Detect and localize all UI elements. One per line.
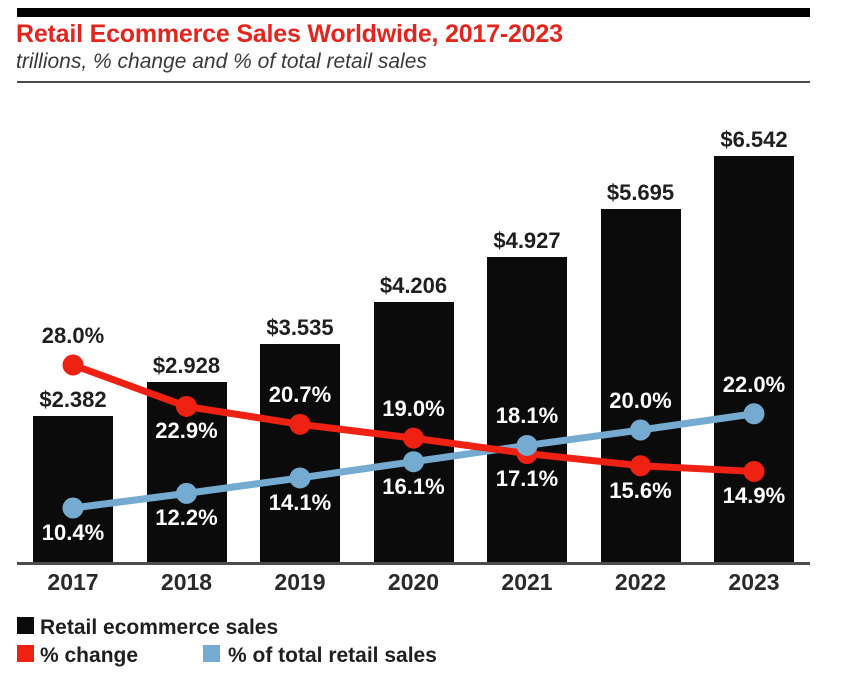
top-rule <box>17 8 810 17</box>
pct-change-label-2017: 28.0% <box>41 323 105 348</box>
pct-change-label-2019: 20.7% <box>268 382 332 408</box>
legend-label-bar: Retail ecommerce sales <box>40 616 279 639</box>
legend-label-pct-change: % change <box>40 644 139 667</box>
legend-swatch-bar <box>17 617 34 634</box>
pct-of-total-label-2017: 10.4% <box>41 520 105 545</box>
bar-value-label-2023: $6.542 <box>720 127 788 153</box>
header-rule <box>17 81 810 83</box>
x-axis-label-2017: 2017 <box>47 569 99 595</box>
bar-value-label-2018: $2.928 <box>152 352 221 378</box>
pct-change-label-2023: 14.9% <box>722 483 786 509</box>
chart-title: Retail Ecommerce Sales Worldwide, 2017-2… <box>16 20 563 48</box>
pct-change-label-2020: 19.0% <box>382 396 445 422</box>
bar-2018 <box>146 381 227 564</box>
bar-value-label-2017: $2.382 <box>39 386 107 412</box>
bar-2019 <box>260 343 340 564</box>
pct-of-total-label-2023: 22.0% <box>722 371 786 397</box>
x-axis-label-2023: 2023 <box>728 569 780 595</box>
bar-2020 <box>373 301 454 564</box>
bar-value-label-2020: $4.206 <box>379 272 448 298</box>
x-axis-label-2018: 2018 <box>160 569 213 595</box>
pct-change-label-2022: 15.6% <box>609 477 672 503</box>
bar-value-label-2022: $5.695 <box>606 180 675 206</box>
x-axis-label-2022: 2022 <box>614 569 667 595</box>
x-axis-label-2020: 2020 <box>387 569 440 595</box>
pct-of-total-label-2022: 20.0% <box>609 388 672 413</box>
legend-swatch-pct-total <box>203 645 220 662</box>
bar-value-label-2021: $4.927 <box>493 228 561 254</box>
bar-value-label-2019: $3.535 <box>266 314 334 340</box>
pct-change-label-2018: 22.9% <box>155 418 218 444</box>
pct-of-total-label-2018: 12.2% <box>155 505 218 531</box>
pct-change-dot-2017 <box>62 354 84 376</box>
pct-change-label-2021: 17.1% <box>495 465 559 491</box>
bar-2022 <box>600 209 681 564</box>
x-axis-label-2021: 2021 <box>501 569 553 595</box>
pct-of-total-label-2019: 14.1% <box>268 489 332 515</box>
pct-of-total-label-2020: 16.1% <box>382 473 445 499</box>
x-axis-label-2019: 2019 <box>274 569 326 595</box>
pct-of-total-label-2021: 18.1% <box>495 403 559 429</box>
legend-swatch-pct-change <box>17 645 34 662</box>
chart-subtitle: trillions, % change and % of total retai… <box>16 50 427 73</box>
legend-label-pct-total: % of total retail sales <box>228 644 437 667</box>
